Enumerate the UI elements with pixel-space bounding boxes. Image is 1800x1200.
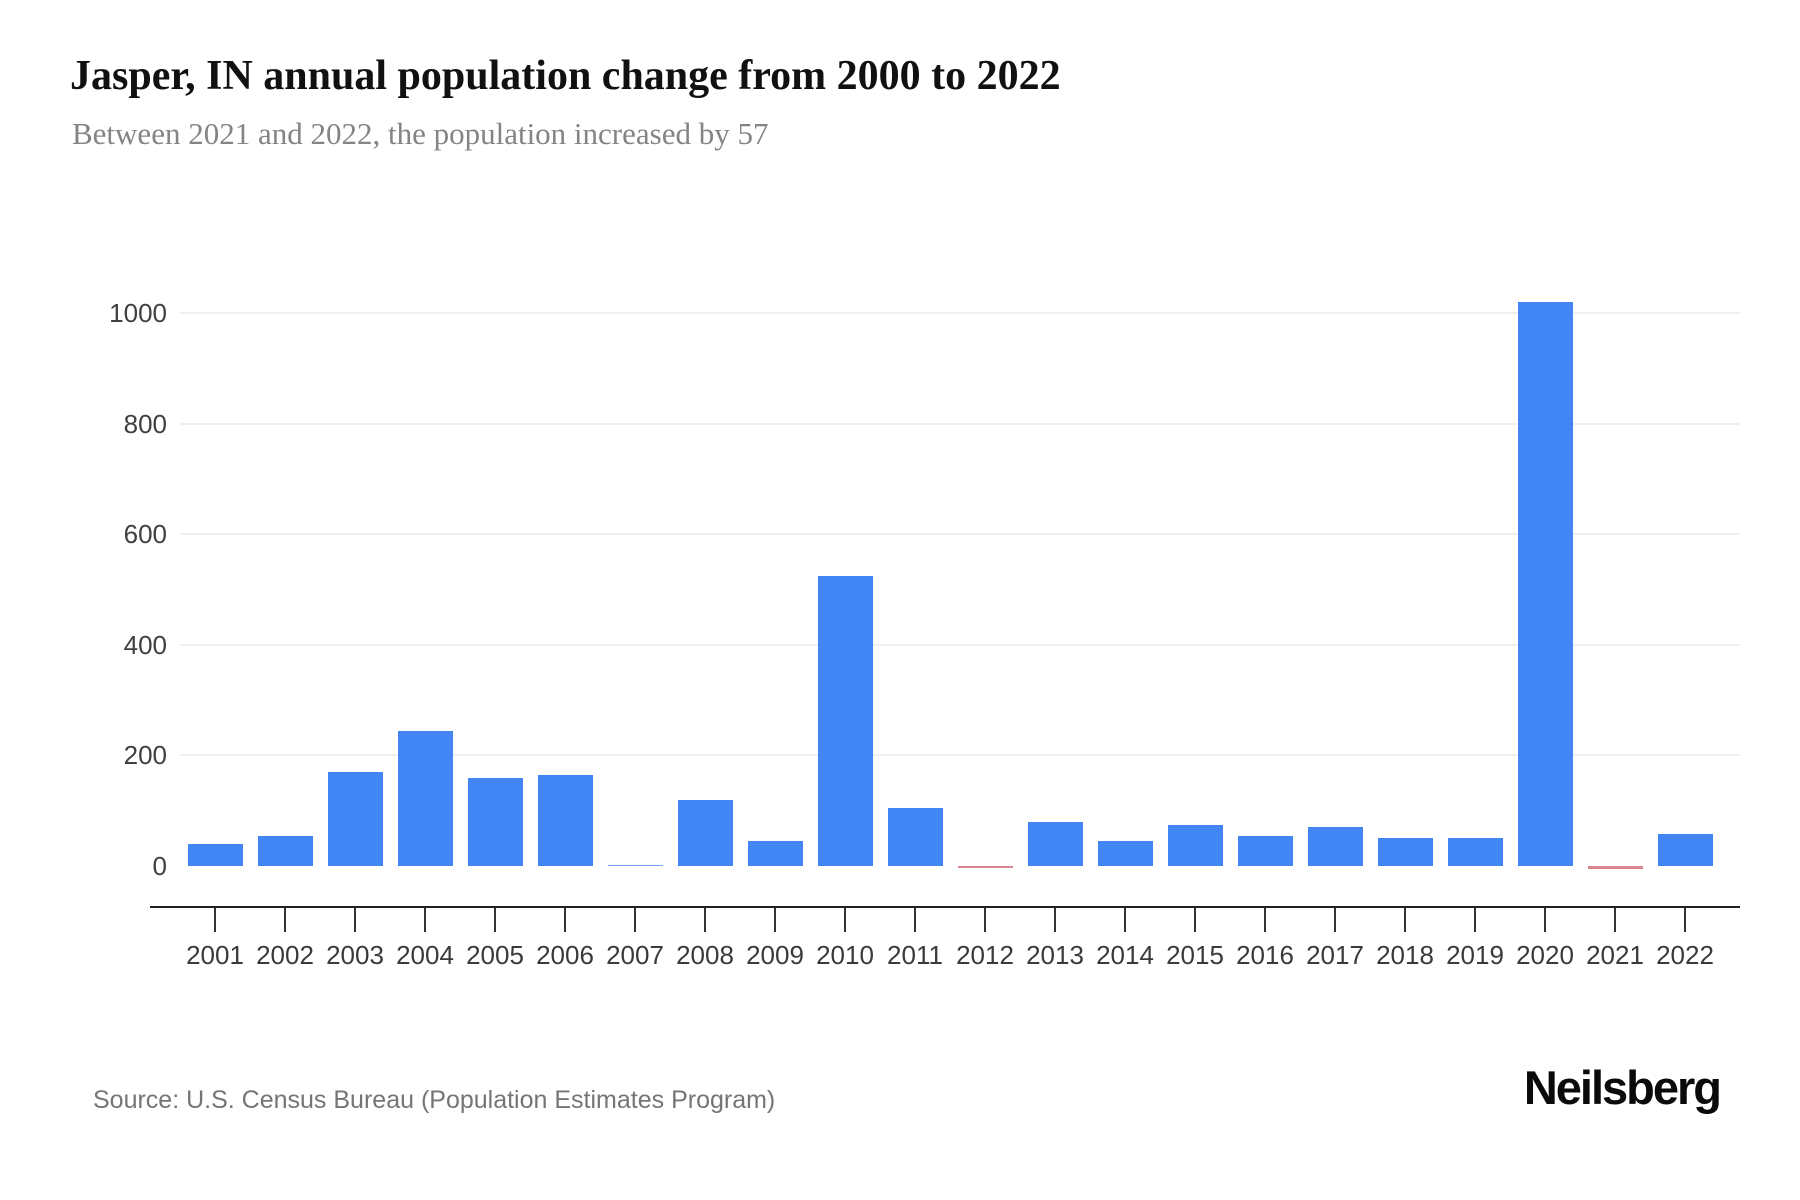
y-axis-tick-label: 800 — [123, 408, 167, 439]
x-axis-tick — [634, 908, 636, 932]
y-axis-tick-label: 600 — [123, 519, 167, 550]
bar-2010 — [817, 575, 873, 866]
gridline — [180, 533, 1740, 536]
x-axis-label-2004: 2004 — [396, 940, 454, 970]
x-axis-label-2021: 2021 — [1586, 940, 1644, 970]
page-subtitle: Between 2021 and 2022, the population in… — [72, 116, 769, 151]
x-axis-tick — [284, 908, 286, 932]
x-axis-tick — [1614, 908, 1616, 932]
bar-2013 — [1027, 821, 1083, 866]
x-axis-tick — [424, 908, 426, 932]
gridline — [180, 643, 1740, 646]
bar-2019 — [1447, 838, 1503, 866]
y-axis-tick-label: 400 — [123, 629, 167, 660]
x-axis-tick — [1474, 908, 1476, 932]
x-axis-tick — [564, 908, 566, 932]
x-axis-tick — [914, 908, 916, 932]
x-axis-label-2002: 2002 — [256, 940, 314, 970]
x-axis-label-2019: 2019 — [1446, 940, 1504, 970]
x-axis-label-2017: 2017 — [1306, 940, 1364, 970]
y-axis-tick-label: 200 — [123, 740, 167, 771]
x-axis-label-2001: 2001 — [186, 940, 244, 970]
y-axis-tick-label: 1000 — [109, 298, 167, 328]
bar-2020 — [1517, 301, 1573, 866]
x-axis-label-2007: 2007 — [606, 940, 664, 970]
x-axis-tick — [844, 908, 846, 932]
x-axis-label-2016: 2016 — [1236, 940, 1294, 970]
bar-2021 — [1587, 866, 1643, 869]
page-title: Jasper, IN annual population change from… — [70, 53, 1061, 99]
x-axis-tick — [984, 908, 986, 932]
x-axis-label-2022: 2022 — [1656, 940, 1714, 970]
x-axis-label-2015: 2015 — [1166, 940, 1224, 970]
bar-2008 — [677, 799, 733, 866]
x-axis-label-2003: 2003 — [326, 940, 384, 970]
bar-2014 — [1097, 841, 1153, 866]
x-axis-label-2011: 2011 — [887, 940, 943, 970]
x-axis-label-2010: 2010 — [816, 940, 874, 970]
bar-2011 — [887, 807, 943, 866]
x-axis-label-2012: 2012 — [956, 940, 1014, 970]
y-axis-tick-label: 0 — [152, 851, 167, 881]
x-axis-label-2014: 2014 — [1096, 940, 1154, 970]
bar-2004 — [397, 730, 453, 866]
x-axis-tick — [774, 908, 776, 932]
x-axis-label-2018: 2018 — [1376, 940, 1434, 970]
x-axis-tick — [354, 908, 356, 932]
x-axis-label-2009: 2009 — [746, 940, 804, 970]
x-axis-tick — [1404, 908, 1406, 932]
bar-2009 — [747, 841, 803, 866]
gridline — [180, 422, 1740, 425]
x-axis-tick — [494, 908, 496, 932]
bar-2012 — [957, 866, 1013, 868]
x-axis-line — [150, 906, 1740, 908]
x-axis-label-2005: 2005 — [466, 940, 524, 970]
gridline — [180, 754, 1740, 757]
x-axis-tick — [1684, 908, 1686, 932]
gridline — [180, 312, 1740, 314]
x-axis-label-2013: 2013 — [1026, 940, 1084, 970]
x-axis-label-2020: 2020 — [1516, 940, 1574, 970]
x-axis-tick — [704, 908, 706, 932]
bar-2017 — [1307, 827, 1363, 866]
source-text: Source: U.S. Census Bureau (Population E… — [93, 1086, 776, 1114]
bar-2022 — [1657, 834, 1713, 866]
bar-2018 — [1377, 838, 1433, 866]
x-axis-tick — [1194, 908, 1196, 932]
x-axis-label-2006: 2006 — [536, 940, 594, 970]
bar-2015 — [1167, 824, 1223, 866]
x-axis-tick — [1124, 908, 1126, 932]
x-axis-tick — [1054, 908, 1056, 932]
x-axis-label-2008: 2008 — [676, 940, 734, 970]
bar-2007 — [607, 864, 663, 866]
brand-logo: Neilsberg — [1523, 1061, 1722, 1114]
x-axis-tick — [1544, 908, 1546, 932]
bar-2001 — [187, 843, 243, 866]
bar-2003 — [327, 771, 383, 866]
bar-2016 — [1237, 835, 1293, 866]
x-axis-tick — [1264, 908, 1266, 932]
x-axis-tick — [214, 908, 216, 932]
x-axis-tick — [1334, 908, 1336, 932]
bar-2006 — [537, 774, 593, 866]
bar-2005 — [467, 777, 523, 866]
bar-2002 — [257, 835, 313, 866]
